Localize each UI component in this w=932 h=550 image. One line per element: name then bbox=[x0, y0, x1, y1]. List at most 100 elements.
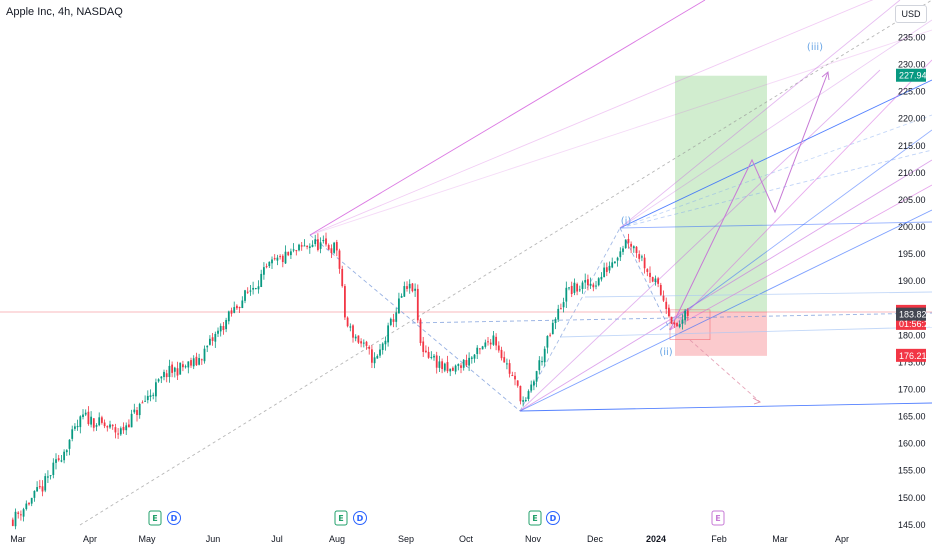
candle-body[interactable] bbox=[614, 261, 616, 264]
candle-body[interactable] bbox=[327, 245, 330, 250]
candle-body[interactable] bbox=[346, 317, 349, 327]
candle-body[interactable] bbox=[665, 301, 668, 310]
candle-body[interactable] bbox=[381, 343, 384, 351]
candle-body[interactable] bbox=[71, 429, 74, 439]
candle-body[interactable] bbox=[92, 418, 95, 428]
candle-body[interactable] bbox=[200, 359, 203, 361]
candle-body[interactable] bbox=[136, 410, 138, 415]
fork-dashed-1[interactable] bbox=[619, 149, 932, 229]
candle-body[interactable] bbox=[414, 288, 417, 291]
fork-steep-1[interactable] bbox=[619, 0, 901, 229]
candle-body[interactable] bbox=[84, 412, 87, 415]
swing-dashed-3[interactable] bbox=[519, 227, 621, 412]
candle-body[interactable] bbox=[160, 376, 163, 379]
candle-body[interactable] bbox=[171, 364, 174, 373]
candle-body[interactable] bbox=[506, 363, 508, 365]
candle-body[interactable] bbox=[211, 337, 214, 341]
candle-body[interactable] bbox=[587, 279, 589, 286]
candle-body[interactable] bbox=[481, 346, 484, 350]
candle-body[interactable] bbox=[611, 262, 614, 268]
candle-body[interactable] bbox=[443, 363, 446, 371]
candle-body[interactable] bbox=[562, 302, 565, 308]
candle-body[interactable] bbox=[576, 283, 579, 292]
fork-violet-mid[interactable] bbox=[519, 69, 881, 412]
candle-body[interactable] bbox=[287, 252, 290, 256]
candle-body[interactable] bbox=[28, 502, 30, 505]
earnings-marker[interactable] bbox=[148, 510, 162, 526]
candle-body[interactable] bbox=[387, 325, 390, 343]
candle-body[interactable] bbox=[470, 357, 473, 359]
candle-body[interactable] bbox=[295, 250, 298, 252]
candle-body[interactable] bbox=[217, 330, 219, 334]
candle-body[interactable] bbox=[322, 239, 325, 242]
candle-body[interactable] bbox=[300, 245, 303, 247]
candle-body[interactable] bbox=[22, 509, 25, 517]
candle-body[interactable] bbox=[373, 357, 376, 364]
candle-body[interactable] bbox=[616, 257, 619, 261]
candle-body[interactable] bbox=[371, 349, 373, 363]
candle-body[interactable] bbox=[595, 285, 597, 287]
candle-body[interactable] bbox=[109, 424, 111, 428]
candle-body[interactable] bbox=[344, 286, 346, 318]
candle-body[interactable] bbox=[182, 364, 184, 368]
candle-body[interactable] bbox=[341, 268, 344, 287]
candle-body[interactable] bbox=[98, 417, 101, 426]
candle-body[interactable] bbox=[14, 511, 17, 527]
candle-body[interactable] bbox=[641, 256, 643, 258]
candle-body[interactable] bbox=[311, 244, 314, 247]
candle-body[interactable] bbox=[276, 257, 279, 261]
candle-body[interactable] bbox=[117, 433, 120, 435]
candle-body[interactable] bbox=[279, 256, 282, 258]
candle-body[interactable] bbox=[519, 385, 522, 402]
candle-body[interactable] bbox=[241, 300, 244, 309]
candle-body[interactable] bbox=[565, 287, 568, 302]
candle-body[interactable] bbox=[670, 316, 673, 324]
channel-line-2[interactable] bbox=[559, 326, 932, 338]
candle-body[interactable] bbox=[438, 361, 441, 368]
candle-body[interactable] bbox=[560, 308, 562, 310]
fork-blue-mid[interactable] bbox=[659, 129, 932, 331]
candle-body[interactable] bbox=[406, 286, 408, 289]
currency-button[interactable]: USD bbox=[895, 5, 927, 23]
candle-body[interactable] bbox=[168, 365, 171, 378]
candle-body[interactable] bbox=[203, 348, 206, 362]
candle-body[interactable] bbox=[468, 357, 471, 366]
candle-body[interactable] bbox=[41, 486, 44, 492]
candle-body[interactable] bbox=[354, 336, 357, 339]
candle-body[interactable] bbox=[516, 380, 519, 386]
candle-body[interactable] bbox=[95, 425, 98, 427]
candle-body[interactable] bbox=[90, 416, 93, 425]
candle-body[interactable] bbox=[376, 355, 379, 359]
candle-body[interactable] bbox=[500, 349, 503, 359]
candle-body[interactable] bbox=[681, 319, 684, 324]
candle-body[interactable] bbox=[236, 305, 238, 309]
fork-steep-2[interactable] bbox=[619, 19, 932, 229]
candle-body[interactable] bbox=[308, 246, 311, 248]
candle-body[interactable] bbox=[570, 285, 573, 295]
candle-body[interactable] bbox=[508, 363, 511, 374]
candle-body[interactable] bbox=[225, 320, 228, 330]
candle-body[interactable] bbox=[503, 357, 506, 363]
target-zone[interactable] bbox=[675, 75, 767, 312]
candle-body[interactable] bbox=[551, 322, 554, 335]
candle-body[interactable] bbox=[427, 351, 430, 358]
candle-body[interactable] bbox=[479, 348, 481, 350]
candle-body[interactable] bbox=[416, 288, 419, 321]
candle-body[interactable] bbox=[319, 242, 322, 249]
candle-body[interactable] bbox=[254, 287, 257, 290]
candle-body[interactable] bbox=[435, 355, 438, 368]
candle-body[interactable] bbox=[119, 428, 122, 435]
candle-body[interactable] bbox=[152, 394, 155, 396]
candle-body[interactable] bbox=[600, 276, 603, 280]
candle-body[interactable] bbox=[449, 368, 452, 372]
candle-body[interactable] bbox=[395, 312, 398, 322]
candle-body[interactable] bbox=[487, 341, 489, 343]
candle-body[interactable] bbox=[155, 382, 157, 397]
candle-body[interactable] bbox=[433, 355, 435, 358]
candle-body[interactable] bbox=[317, 239, 319, 251]
fan-line-2[interactable] bbox=[309, 29, 932, 236]
candle-body[interactable] bbox=[87, 411, 90, 425]
candle-body[interactable] bbox=[657, 278, 660, 284]
earnings-marker[interactable] bbox=[528, 510, 542, 526]
candle-body[interactable] bbox=[11, 519, 14, 526]
